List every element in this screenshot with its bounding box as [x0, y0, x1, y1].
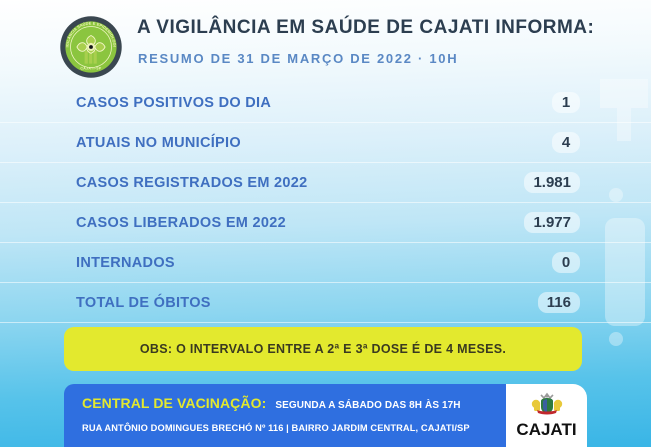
svg-text:CAJATI-SP: CAJATI-SP — [80, 66, 102, 70]
